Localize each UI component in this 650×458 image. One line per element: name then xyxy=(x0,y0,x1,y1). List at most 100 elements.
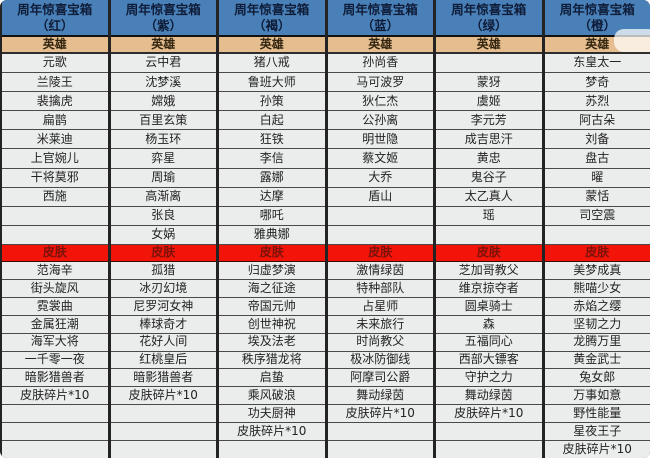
hero-cell: 狂铁 xyxy=(219,130,325,150)
hero-cell: 云中君 xyxy=(110,54,216,74)
skin-cell: 帝国元帅 xyxy=(219,297,325,316)
skin-cell xyxy=(436,441,542,458)
skin-cell: 暗影猎兽者 xyxy=(110,369,216,388)
box-column-green: 周年惊喜宝箱 （绿） 英雄 蒙犽 虞姬 李元芳 成吉思汗 黄忠 鬼谷子 太乙真人瑶皮肤 芝加哥教父维… xyxy=(436,0,542,458)
skin-cell: 暗影猎兽者 xyxy=(2,369,108,388)
column-title-line1: 周年惊喜宝箱 xyxy=(17,1,93,17)
column-title: 周年惊喜宝箱 （紫） xyxy=(110,0,216,37)
skin-cell: 功夫厨神 xyxy=(219,405,325,424)
skin-cell: 时尚教父 xyxy=(327,333,433,352)
skin-cell: 皮肤碎片*10 xyxy=(436,405,542,424)
skin-cell: 海之征途 xyxy=(219,279,325,298)
hero-cell: 兰陵王 xyxy=(2,73,108,93)
box-column-blue: 周年惊喜宝箱 （蓝） 英雄 孙尚香 马可波罗 狄仁杰 公孙离 明世隐 蔡文姬 大乔 盾山 皮肤 激情绿茵… xyxy=(327,0,433,458)
column-title-line2: （绿） xyxy=(469,17,508,33)
hero-cell: 孙尚香 xyxy=(327,54,433,74)
hero-cell xyxy=(2,225,108,245)
skin-section-header: 皮肤 xyxy=(327,244,433,262)
hero-cell: 嫦娥 xyxy=(110,92,216,112)
hero-cell: 东皇太一 xyxy=(544,54,650,74)
hero-cell: 鬼谷子 xyxy=(436,168,542,188)
skin-cell: 极冰防御线 xyxy=(327,351,433,370)
skin-cell: 街头旋风 xyxy=(2,279,108,298)
skin-cell xyxy=(110,441,216,458)
skin-cell: 舞动绿茵 xyxy=(436,387,542,406)
skin-cell: 舞动绿茵 xyxy=(327,387,433,406)
hero-cell: 曜 xyxy=(544,168,650,188)
hero-cell xyxy=(436,225,542,245)
column-title-line2: （橙） xyxy=(578,17,616,33)
skin-cell xyxy=(110,405,216,424)
skin-cell: 海军大将 xyxy=(2,333,108,352)
skin-cell: 占星师 xyxy=(327,297,433,316)
hero-cell: 明世隐 xyxy=(327,130,433,150)
hero-cell: 公孙离 xyxy=(327,111,433,131)
hero-cell: 梦奇 xyxy=(544,73,650,93)
column-title-line1: 周年惊喜宝箱 xyxy=(342,1,418,17)
skin-cell xyxy=(219,441,325,458)
skin-cell: 激情绿茵 xyxy=(327,261,433,280)
skin-cell: 尼罗河女神 xyxy=(110,297,216,316)
box-column-red: 周年惊喜宝箱 （红） 英雄 元歌 兰陵王 裴擒虎 扁鹊 米莱迪 上官婉儿 干将莫邪 西施 皮肤 范海辛街… xyxy=(2,0,108,458)
skin-cell: 未来旅行 xyxy=(327,315,433,334)
skin-cell: 维京掠夺者 xyxy=(436,279,542,298)
skin-cell: 金属狂潮 xyxy=(2,315,108,334)
hero-cell: 弈星 xyxy=(110,149,216,169)
hero-cell: 张良 xyxy=(110,206,216,226)
skin-section-header: 皮肤 xyxy=(110,244,216,262)
hero-cell: 蒙犽 xyxy=(436,73,542,93)
skin-cell: 皮肤碎片*10 xyxy=(327,405,433,424)
skin-cell: 花好人间 xyxy=(110,333,216,352)
skin-cell: 守护之力 xyxy=(436,369,542,388)
skin-cell: 埃及法老 xyxy=(219,333,325,352)
skin-cell: 乘风破浪 xyxy=(219,387,325,406)
hero-section-header: 英雄 xyxy=(110,37,216,54)
hero-cell: 女娲 xyxy=(110,225,216,245)
skin-cell: 黄金武士 xyxy=(544,351,650,370)
skin-section-header: 皮肤 xyxy=(544,244,650,262)
skin-cell: 冰刃幻境 xyxy=(110,279,216,298)
hero-cell xyxy=(2,206,108,226)
skin-section-header: 皮肤 xyxy=(436,244,542,262)
skin-cell: 皮肤碎片*10 xyxy=(544,441,650,458)
column-title-line2: （紫） xyxy=(144,17,182,33)
column-title-line2: （红） xyxy=(35,17,74,33)
skin-cell: 森 xyxy=(436,315,542,334)
skin-cell: 特种部队 xyxy=(327,279,433,298)
column-title: 周年惊喜宝箱 （绿） xyxy=(436,0,542,37)
skin-cell: 范海辛 xyxy=(2,261,108,280)
skin-cell: 龙腾万里 xyxy=(544,333,650,352)
skin-cell: 圆桌骑士 xyxy=(436,297,542,316)
skin-cell: 赤焰之缨 xyxy=(544,297,650,316)
skin-section-header: 皮肤 xyxy=(2,244,108,262)
hero-cell: 上官婉儿 xyxy=(2,149,108,169)
skin-cell: 孤猎 xyxy=(110,261,216,280)
hero-cell: 周瑜 xyxy=(110,168,216,188)
column-title-line1: 周年惊喜宝箱 xyxy=(559,1,635,17)
skin-cell: 棒球奇才 xyxy=(110,315,216,334)
hero-cell: 太乙真人 xyxy=(436,187,542,207)
column-title-line1: 周年惊喜宝箱 xyxy=(125,1,201,17)
column-title-line1: 周年惊喜宝箱 xyxy=(234,1,310,17)
hero-cell xyxy=(327,206,433,226)
skin-cell: 兔女郎 xyxy=(544,369,650,388)
hero-cell: 达摩 xyxy=(219,187,325,207)
hero-cell: 鲁班大师 xyxy=(219,73,325,93)
hero-cell: 李信 xyxy=(219,149,325,169)
skin-cell xyxy=(436,423,542,442)
skin-cell: 皮肤碎片*10 xyxy=(110,387,216,406)
skin-cell xyxy=(327,441,433,458)
skin-cell: 星夜王子 xyxy=(544,423,650,442)
skin-cell xyxy=(110,423,216,442)
skin-cell xyxy=(327,423,433,442)
skin-cell xyxy=(2,405,108,424)
hero-cell: 盘古 xyxy=(544,149,650,169)
column-title: 周年惊喜宝箱 （蓝） xyxy=(327,0,433,37)
hero-cell xyxy=(327,225,433,245)
hero-section-header: 英雄 xyxy=(219,37,325,54)
skin-cell: 坚韧之力 xyxy=(544,315,650,334)
hero-cell: 虞姬 xyxy=(436,92,542,112)
hero-cell: 米莱迪 xyxy=(2,130,108,150)
